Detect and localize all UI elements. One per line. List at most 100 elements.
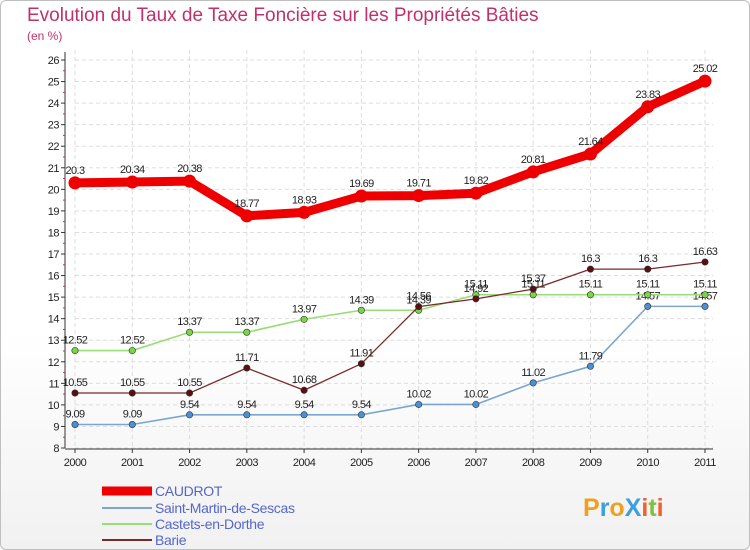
data-point [701, 291, 709, 299]
data-point [701, 258, 709, 266]
data-point [415, 303, 423, 311]
series-line [74, 261, 706, 394]
data-label: 20.34 [120, 164, 145, 176]
data-point [354, 189, 368, 203]
data-label: 13.37 [177, 316, 202, 328]
data-point [412, 189, 426, 203]
data-point [357, 411, 365, 419]
data-label: 10.55 [177, 377, 202, 389]
y-tick-label: 14 [48, 314, 60, 326]
data-label: 16.3 [638, 253, 657, 265]
data-label: 15.11 [579, 279, 603, 291]
x-tick-label: 2005 [350, 457, 373, 469]
x-tick-label: 2004 [293, 457, 316, 469]
data-label: 12.52 [63, 335, 88, 347]
y-tick-label: 13 [48, 335, 60, 347]
data-point [71, 347, 79, 355]
series-line [74, 293, 706, 352]
data-point [128, 347, 136, 355]
data-point [698, 74, 712, 88]
data-point [644, 302, 652, 310]
data-point [125, 175, 139, 189]
data-label: 14.56 [406, 291, 431, 303]
series-caudrot: 20.3 20.34 20.38 18.77 18.93 19.69 19.71 19.82 2… [65, 63, 718, 223]
data-point [300, 386, 308, 394]
data-label: 15.11 [636, 279, 660, 291]
legend-label: CAUDROT [155, 483, 223, 499]
x-tick-label: 2000 [64, 457, 87, 469]
legend-label: Barie [155, 532, 187, 548]
data-label: 9.09 [65, 409, 84, 421]
x-tick-label: 2002 [178, 457, 201, 469]
x-tick-label: 2011 [694, 457, 716, 469]
data-label: 20.3 [65, 165, 84, 177]
data-point [300, 411, 308, 419]
data-label: 9.54 [237, 399, 256, 411]
data-label: 14.39 [349, 294, 374, 306]
data-point [68, 176, 82, 190]
series-line [74, 305, 706, 426]
data-point [644, 265, 652, 273]
data-point [586, 362, 594, 370]
y-axis-unit: (en %) [27, 29, 63, 43]
y-tick-label: 8 [53, 443, 59, 455]
y-tick-label: 11 [49, 378, 60, 390]
x-tick-label: 2001 [121, 457, 144, 469]
data-point [357, 306, 365, 314]
data-point [183, 174, 197, 188]
data-point [243, 364, 251, 372]
data-point [415, 400, 423, 408]
y-tick-label: 20 [48, 184, 60, 196]
data-label: 11.79 [579, 350, 603, 362]
data-label: 9.09 [123, 409, 142, 421]
y-tick-label: 22 [48, 141, 60, 153]
y-tick-label: 26 [48, 55, 60, 67]
data-label: 10.68 [292, 374, 317, 386]
x-tick-label: 2007 [465, 457, 488, 469]
data-label: 15.11 [693, 279, 717, 291]
y-tick-label: 15 [48, 292, 60, 304]
data-label: 20.38 [177, 163, 202, 175]
y-tick-label: 23 [48, 120, 60, 132]
data-label: 11.71 [235, 352, 259, 364]
data-point [526, 165, 540, 179]
data-point [472, 295, 480, 303]
data-label: 11.91 [350, 348, 374, 360]
data-label: 16.63 [693, 246, 718, 258]
x-tick-label: 2009 [579, 457, 602, 469]
y-tick-label: 16 [48, 271, 60, 283]
y-tick-label: 19 [48, 206, 60, 218]
data-point [529, 379, 537, 387]
data-label: 15.11 [464, 279, 488, 291]
data-label: 10.02 [464, 388, 489, 400]
data-point [529, 285, 537, 293]
data-label: 9.54 [352, 399, 371, 411]
data-point [186, 411, 194, 419]
y-tick-label: 18 [48, 227, 60, 239]
chart-title: Evolution du Taux de Taxe Foncière sur l… [27, 5, 539, 26]
data-label: 12.52 [120, 335, 145, 347]
data-point [240, 209, 254, 223]
data-label: 14.39 [406, 294, 431, 306]
y-tick-label: 12 [48, 357, 60, 369]
data-point [71, 389, 79, 397]
data-label: 18.93 [292, 194, 317, 206]
data-point [128, 421, 136, 429]
data-label: 16.3 [581, 253, 600, 265]
data-label: 10.02 [406, 388, 431, 400]
data-point [300, 315, 308, 323]
data-point [586, 265, 594, 273]
y-tick-label: 25 [48, 77, 60, 89]
y-tick-label: 17 [48, 249, 60, 261]
data-label: 13.37 [235, 316, 260, 328]
data-label: 13.97 [292, 303, 317, 315]
brand-logo: ProXiti [583, 494, 664, 522]
series-line [70, 76, 710, 221]
data-label: 10.55 [63, 377, 88, 389]
y-tick-label: 10 [48, 400, 60, 412]
data-label: 15.37 [521, 273, 546, 285]
data-point [243, 328, 251, 336]
x-tick-label: 2008 [522, 457, 545, 469]
